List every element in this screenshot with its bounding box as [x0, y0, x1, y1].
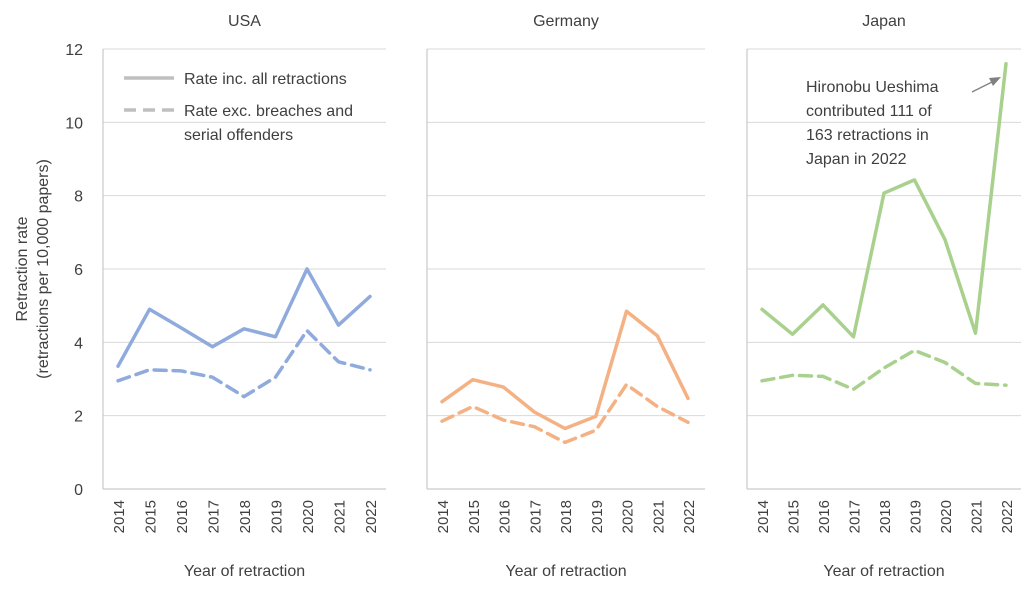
- annotation-line-2: contributed 111 of: [806, 103, 932, 120]
- x-axis-label: Year of retraction: [823, 563, 944, 580]
- panel-japan: Japan 2014 2015 2016 2017 2018 2019 2020 2021 202…: [746, 13, 1021, 580]
- x-axis-label: Year of retraction: [184, 563, 305, 580]
- x-tick-label: 2016: [816, 500, 833, 533]
- x-tick-label: 2021: [650, 500, 667, 533]
- legend-all-label: Rate inc. all retractions: [184, 71, 347, 88]
- x-tick-label: 2018: [877, 500, 894, 533]
- chart-panels: USA 2014 2015 2016 2017 2018 2019 2020 2021 2022 Y…: [102, 13, 1021, 580]
- y-tick-label: 8: [74, 189, 83, 206]
- series-line-excluding: [440, 382, 690, 445]
- x-tick-label: 2015: [466, 500, 483, 533]
- series-line-excluding: [116, 328, 372, 399]
- x-tick-label: 2022: [681, 500, 698, 533]
- x-tick-label: 2015: [786, 500, 803, 533]
- y-tick-label: 4: [74, 335, 83, 352]
- y-axis-label-line1: Retraction rate: [14, 216, 31, 321]
- y-axis-label-line2: (retractions per 10,000 papers): [35, 159, 52, 379]
- annotation: Hironobu Ueshima contributed 111 of 163 …: [806, 77, 1001, 168]
- y-tick-label: 10: [65, 115, 83, 132]
- x-tick-label: 2020: [300, 500, 317, 533]
- annotation-line-1: Hironobu Ueshima: [806, 79, 939, 96]
- x-tick-label: 2019: [269, 500, 286, 533]
- series-line-all: [760, 61, 1008, 339]
- y-axis-label: Retraction rate (retractions per 10,000 …: [14, 159, 52, 379]
- annotation-arrow-head: [989, 77, 1001, 86]
- x-tick-label: 2018: [558, 500, 575, 533]
- panel-title: Germany: [533, 13, 599, 30]
- x-tick-label: 2017: [847, 500, 864, 533]
- x-tick-label: 2017: [206, 500, 223, 533]
- annotation-line-3: 163 retractions in: [806, 127, 929, 144]
- y-tick-label: 12: [65, 42, 83, 59]
- panel-usa: USA 2014 2015 2016 2017 2018 2019 2020 2021 2022 Y…: [102, 13, 386, 580]
- y-tick-label: 0: [74, 482, 83, 499]
- x-tick-label: 2016: [497, 500, 514, 533]
- series-line-excluding: [760, 348, 1008, 392]
- panel-germany: Germany 2014 2015 2016 2017 2018 2019 2020 2021 2…: [426, 13, 705, 580]
- x-tick-label: 2017: [527, 500, 544, 533]
- annotation-line-4: Japan in 2022: [806, 151, 907, 168]
- x-tick-label: 2020: [938, 500, 955, 533]
- x-tick-label: 2022: [363, 500, 380, 533]
- x-tick-label: 2022: [999, 500, 1016, 533]
- x-tick-label: 2019: [908, 500, 925, 533]
- y-tick-label: 2: [74, 409, 83, 426]
- x-tick-label: 2020: [620, 500, 637, 533]
- series-line-all: [116, 267, 372, 368]
- annotation-arrow-shaft: [971, 81, 993, 93]
- series-line-all: [440, 309, 690, 431]
- legend-exc-label-line2: serial offenders: [184, 127, 293, 144]
- legend-exc-label-line1: Rate exc. breaches and: [184, 103, 353, 120]
- x-axis-label: Year of retraction: [505, 563, 626, 580]
- x-tick-label: 2021: [969, 500, 986, 533]
- x-tick-label: 2019: [589, 500, 606, 533]
- x-tick-label: 2021: [332, 500, 349, 533]
- y-tick-label: 6: [74, 262, 83, 279]
- panel-title: USA: [228, 13, 261, 30]
- x-tick-label: 2014: [111, 500, 128, 533]
- x-tick-label: 2018: [237, 500, 254, 533]
- x-tick-label: 2016: [174, 500, 191, 533]
- x-tick-label: 2014: [435, 500, 452, 533]
- panel-title: Japan: [862, 13, 906, 30]
- x-tick-label: 2014: [755, 500, 772, 533]
- legend: Rate inc. all retractions Rate exc. brea…: [124, 71, 353, 144]
- x-tick-label: 2015: [143, 500, 160, 533]
- y-tick-labels: 0 2 4 6 8 10 12: [65, 42, 83, 499]
